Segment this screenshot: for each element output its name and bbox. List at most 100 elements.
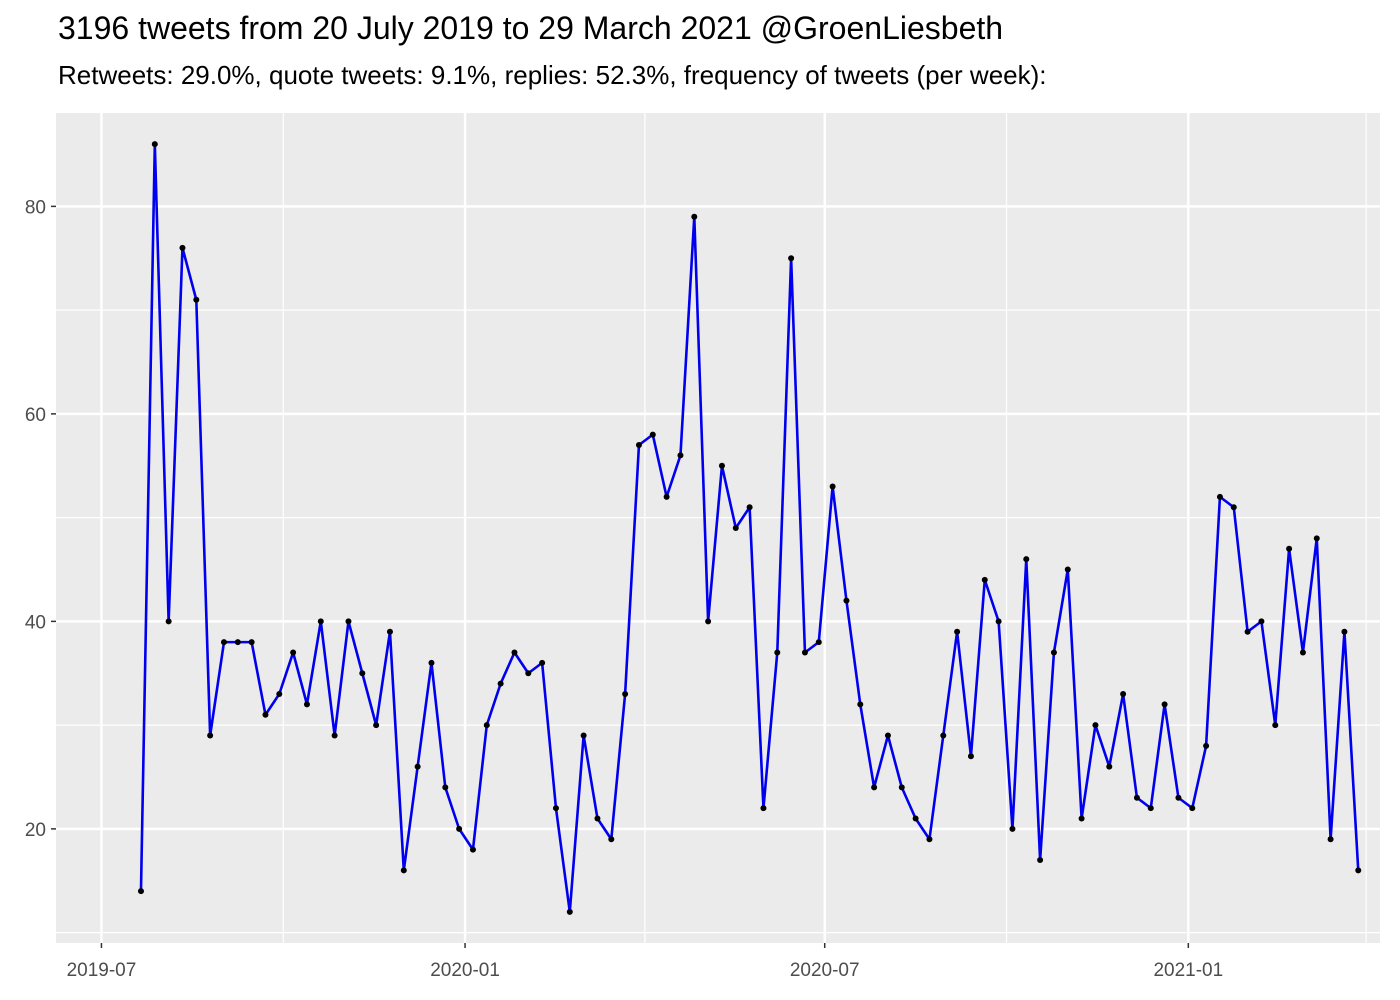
x-tick-label: 2019-07 (67, 960, 137, 981)
data-point (1203, 742, 1210, 749)
data-point (511, 649, 518, 656)
data-point (1299, 649, 1306, 656)
data-point (1106, 763, 1113, 770)
data-point (400, 867, 407, 874)
data-point (345, 618, 352, 625)
data-point (732, 525, 739, 531)
data-point (373, 722, 380, 729)
data-point (1133, 794, 1140, 801)
data-point (165, 618, 172, 625)
data-point (469, 846, 476, 853)
data-point (1161, 701, 1168, 708)
data-point (1258, 618, 1265, 625)
data-point (552, 805, 559, 812)
data-point (539, 659, 546, 666)
data-point (1064, 566, 1071, 573)
data-point (1341, 628, 1348, 635)
data-point (774, 649, 781, 656)
data-point (912, 815, 919, 822)
data-point (497, 680, 504, 687)
data-point (981, 576, 988, 583)
axis-ticks (51, 205, 1190, 948)
data-point (234, 639, 241, 646)
data-point (179, 244, 186, 251)
data-point (995, 618, 1002, 625)
data-point (456, 825, 463, 832)
data-point (857, 701, 864, 708)
data-point (1189, 805, 1196, 812)
tick-labels: 20 40 60 80 2019-07 2020-01 2020-07 2021-01 (25, 197, 1223, 981)
data-point (622, 691, 629, 697)
data-point (276, 691, 283, 697)
data-point (137, 888, 144, 895)
data-point (1009, 825, 1016, 832)
data-point (331, 732, 338, 739)
data-point (386, 628, 393, 635)
data-point (608, 836, 615, 843)
data-point (898, 784, 905, 791)
x-tick-label: 2021-01 (1153, 960, 1223, 981)
data-point (829, 483, 836, 490)
data-point (1244, 628, 1251, 635)
data-point (718, 462, 725, 469)
data-point (359, 670, 366, 677)
data-point (207, 732, 214, 739)
data-point (746, 504, 753, 511)
data-point (594, 815, 601, 822)
data-point (677, 452, 684, 459)
data-point (635, 442, 642, 448)
data-point (220, 639, 227, 646)
data-point (705, 618, 712, 625)
data-point (1272, 722, 1279, 729)
data-point (1327, 836, 1334, 843)
y-tick-label: 20 (25, 820, 46, 841)
data-point (1216, 493, 1223, 500)
data-point (843, 597, 850, 604)
data-point (1175, 794, 1182, 801)
data-point (815, 639, 822, 646)
chart-subtitle: Retweets: 29.0%, quote tweets: 9.1%, rep… (58, 60, 1047, 90)
data-point (566, 908, 573, 915)
data-point (649, 431, 656, 438)
data-point (1313, 535, 1320, 542)
data-point (1147, 805, 1154, 812)
data-point (940, 732, 947, 739)
y-tick-label: 80 (25, 197, 46, 218)
data-point (884, 732, 891, 739)
x-tick-label: 2020-07 (790, 960, 860, 981)
y-tick-label: 40 (25, 612, 46, 633)
x-tick-label: 2020-01 (430, 960, 500, 981)
data-point (801, 649, 808, 656)
data-point (317, 618, 324, 625)
data-point (663, 493, 670, 500)
chart-title: 3196 tweets from 20 July 2019 to 29 Marc… (58, 10, 1004, 46)
data-point (580, 732, 587, 739)
data-point (788, 255, 795, 262)
data-point (871, 784, 878, 791)
data-point (1023, 556, 1030, 563)
data-point (483, 722, 490, 729)
data-point (1286, 545, 1293, 552)
data-point (193, 296, 200, 303)
data-point (1050, 649, 1057, 656)
data-point (760, 805, 767, 812)
data-point (967, 753, 974, 760)
data-point (442, 784, 449, 791)
plot-panel (56, 113, 1380, 943)
data-point (151, 141, 158, 148)
data-point (525, 670, 532, 677)
data-point (1355, 867, 1362, 874)
data-point (428, 659, 435, 666)
data-point (1120, 691, 1127, 697)
data-point (248, 639, 255, 646)
data-point (1230, 504, 1237, 511)
data-points (137, 141, 1362, 915)
data-point (303, 701, 310, 708)
data-point (414, 763, 421, 770)
data-point (954, 628, 961, 635)
data-point (926, 836, 933, 843)
data-point (262, 711, 269, 718)
data-point (691, 213, 698, 220)
y-tick-label: 60 (25, 405, 46, 426)
data-point (1092, 722, 1099, 729)
